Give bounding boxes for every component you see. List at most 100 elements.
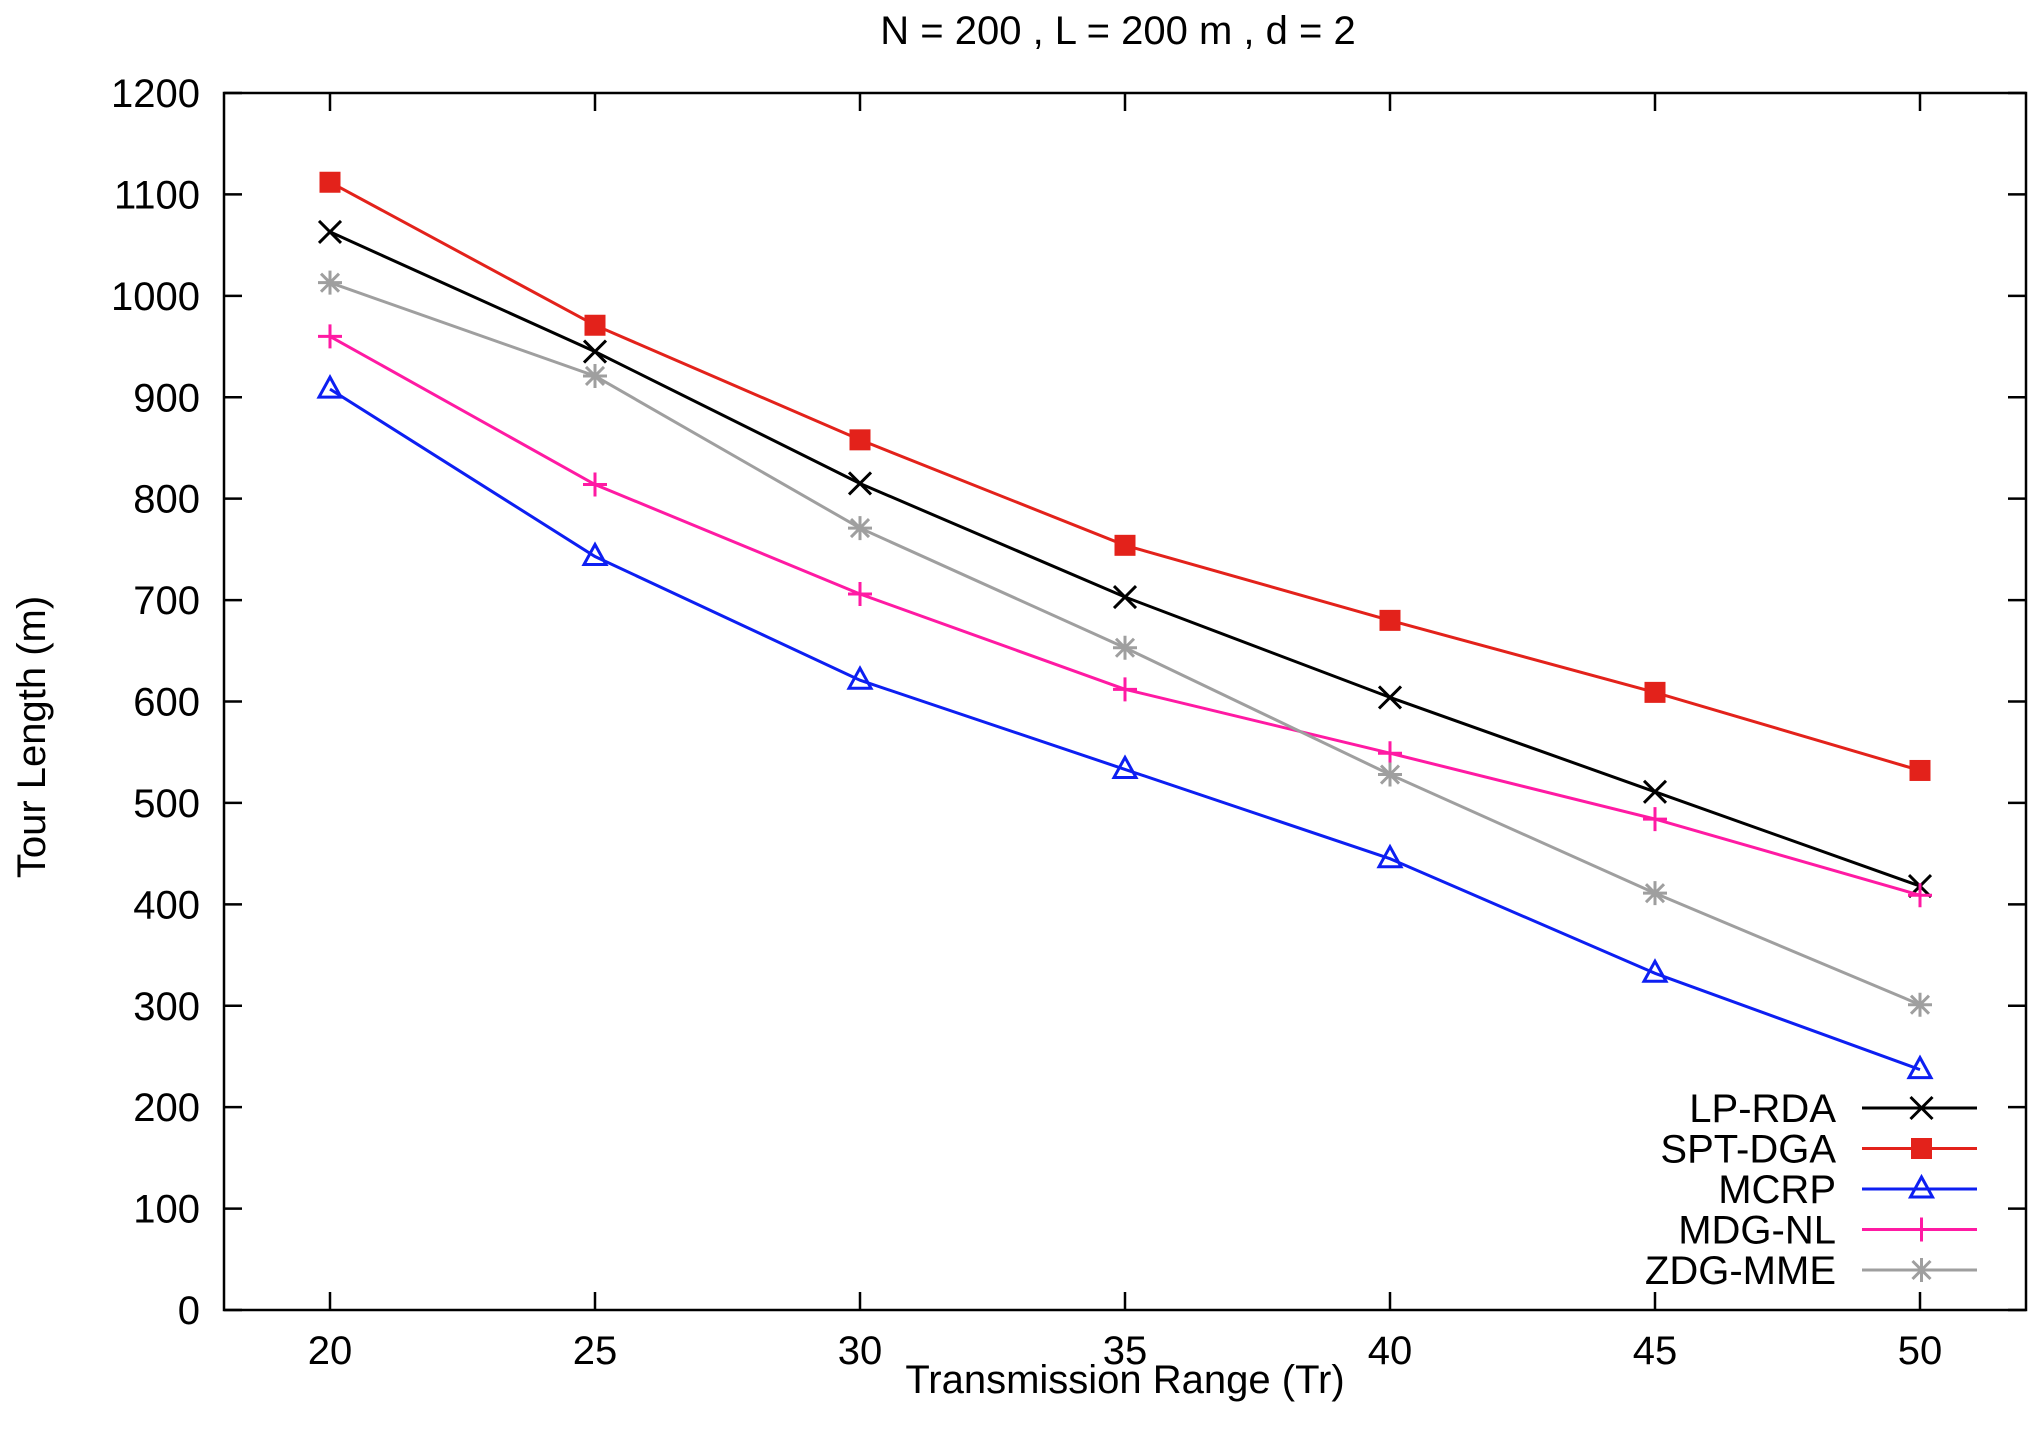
- legend-label: LP-RDA: [1689, 1087, 1836, 1131]
- marker-shape: [316, 374, 344, 399]
- series-layer: [316, 171, 1934, 1080]
- marker-stroke: [317, 219, 343, 245]
- series-spt-dga: [319, 171, 1931, 781]
- x-tick-label: 40: [1368, 1329, 1413, 1373]
- chart-title: N = 200 , L = 200 m , d = 2: [880, 9, 1356, 53]
- marker-shape: [1911, 1138, 1932, 1159]
- data-point: [318, 270, 342, 295]
- data-point: [1113, 635, 1137, 660]
- marker-stroke: [1908, 883, 1932, 908]
- series-line: [329, 387, 1921, 1072]
- marker-stroke: [848, 516, 872, 541]
- series-lp-rda: [317, 219, 1933, 899]
- marker-shape: [849, 429, 871, 451]
- legend-item: SPT-DGA: [1660, 1128, 1977, 1172]
- marker-shape: [1379, 609, 1401, 631]
- marker-stroke: [583, 472, 607, 497]
- y-tick-label: 600: [133, 681, 200, 725]
- legend-marker: [1909, 1095, 1934, 1121]
- data-point: [1643, 807, 1667, 832]
- data-point: [583, 472, 607, 497]
- data-point: [318, 324, 342, 349]
- marker-shape: [1909, 759, 1931, 781]
- data-point: [849, 429, 871, 451]
- data-point: [1111, 754, 1139, 779]
- legend-marker: [1909, 1258, 1934, 1282]
- data-point: [1909, 759, 1931, 781]
- data-point: [1112, 584, 1138, 610]
- x-axis-title: Transmission Range (Tr): [905, 1358, 1344, 1402]
- series-mdg-nl: [318, 324, 1932, 908]
- marker-stroke: [1643, 807, 1667, 832]
- y-tick-label: 300: [133, 985, 200, 1029]
- legend-item: MDG-NL: [1678, 1209, 1977, 1253]
- marker-stroke: [1642, 779, 1668, 804]
- marker-stroke: [582, 339, 608, 364]
- marker-shape: [584, 314, 606, 336]
- marker-shape: [1114, 534, 1136, 556]
- x-axis: 20 25 30 35 40 45 50: [308, 93, 1942, 1373]
- marker-shape: [581, 541, 609, 566]
- x-tick-label: 25: [573, 1329, 618, 1373]
- series-mcrp: [316, 374, 1934, 1080]
- marker-stroke: [318, 270, 342, 295]
- y-axis: 0 100 200 300 400 500 600 700 800 900 1000 1100 1200: [111, 72, 2026, 1333]
- data-point: [1641, 958, 1669, 983]
- y-tick-label: 800: [133, 478, 200, 522]
- marker-stroke: [583, 363, 607, 388]
- x-tick-label: 35: [1103, 1329, 1148, 1373]
- marker-stroke: [1112, 584, 1138, 610]
- legend-label: SPT-DGA: [1660, 1128, 1836, 1172]
- y-tick-label: 700: [133, 579, 200, 623]
- data-point: [1376, 843, 1404, 869]
- data-point: [581, 541, 609, 566]
- x-tick-label: 20: [308, 1329, 353, 1373]
- legend-item: LP-RDA: [1689, 1087, 1977, 1131]
- x-tick-label: 30: [838, 1329, 883, 1373]
- data-point: [848, 581, 872, 606]
- y-tick-label: 400: [133, 883, 200, 927]
- data-point: [1113, 677, 1137, 702]
- series-line: [329, 230, 1921, 888]
- data-point: [1908, 992, 1932, 1017]
- y-tick-label: 0: [178, 1289, 200, 1333]
- marker-shape: [1644, 681, 1666, 703]
- data-point: [1378, 762, 1402, 787]
- data-point: [1908, 883, 1932, 908]
- marker-stroke: [1377, 685, 1403, 710]
- data-point: [316, 374, 344, 399]
- legend-marker: [1911, 1138, 1932, 1159]
- marker-shape: [1906, 1054, 1934, 1080]
- marker-shape: [319, 171, 341, 193]
- y-tick-label: 100: [133, 1188, 200, 1232]
- marker-shape: [846, 665, 874, 690]
- data-point: [582, 339, 608, 364]
- y-tick-label: 1100: [114, 173, 200, 217]
- data-point: [848, 516, 872, 541]
- marker-stroke: [318, 324, 342, 349]
- marker-stroke: [847, 471, 873, 496]
- marker-stroke: [1643, 881, 1667, 906]
- marker-shape: [1641, 958, 1669, 983]
- series-line: [329, 335, 1921, 897]
- legend-marker: [1909, 1217, 1934, 1242]
- data-point: [847, 471, 873, 496]
- data-point: [1114, 534, 1136, 556]
- legend-item: MCRP: [1718, 1168, 1977, 1212]
- data-point: [1644, 681, 1666, 703]
- x-tick-label: 45: [1633, 1329, 1678, 1373]
- data-point: [317, 219, 343, 245]
- marker-stroke: [1909, 1258, 1934, 1282]
- marker-stroke: [1378, 741, 1402, 766]
- legend-label: MCRP: [1718, 1168, 1836, 1212]
- legend-label: MDG-NL: [1678, 1209, 1836, 1253]
- marker-shape: [1111, 754, 1139, 779]
- marker-stroke: [1909, 1217, 1934, 1242]
- marker-stroke: [1378, 762, 1402, 787]
- y-tick-label: 500: [133, 782, 200, 826]
- data-point: [1642, 779, 1668, 804]
- marker-stroke: [848, 581, 872, 606]
- data-point: [1379, 609, 1401, 631]
